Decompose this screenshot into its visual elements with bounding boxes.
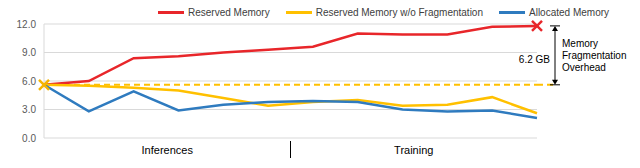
- html-text:Allocated Memory: Allocated Memory: [529, 7, 609, 18]
- svg-text:0.0: 0.0: [22, 133, 36, 144]
- html-text:Reserved Memory w/o Fragmentat: Reserved Memory w/o Fragmentation: [315, 7, 483, 18]
- svg-text:12.0: 12.0: [17, 19, 37, 30]
- svg-text:Overhead: Overhead: [562, 62, 606, 73]
- svg-text:Memory: Memory: [562, 38, 598, 49]
- svg-text:Training: Training: [394, 144, 433, 156]
- svg-text:6.2 GB: 6.2 GB: [519, 54, 550, 65]
- svg-text:Fragmentation: Fragmentation: [562, 50, 626, 61]
- html-text:Reserved Memory: Reserved Memory: [188, 7, 270, 18]
- svg-text:6.0: 6.0: [22, 76, 36, 87]
- svg-text:Inferences: Inferences: [142, 144, 194, 156]
- svg-text:9.0: 9.0: [22, 47, 36, 58]
- svg-text:3.0: 3.0: [22, 104, 36, 115]
